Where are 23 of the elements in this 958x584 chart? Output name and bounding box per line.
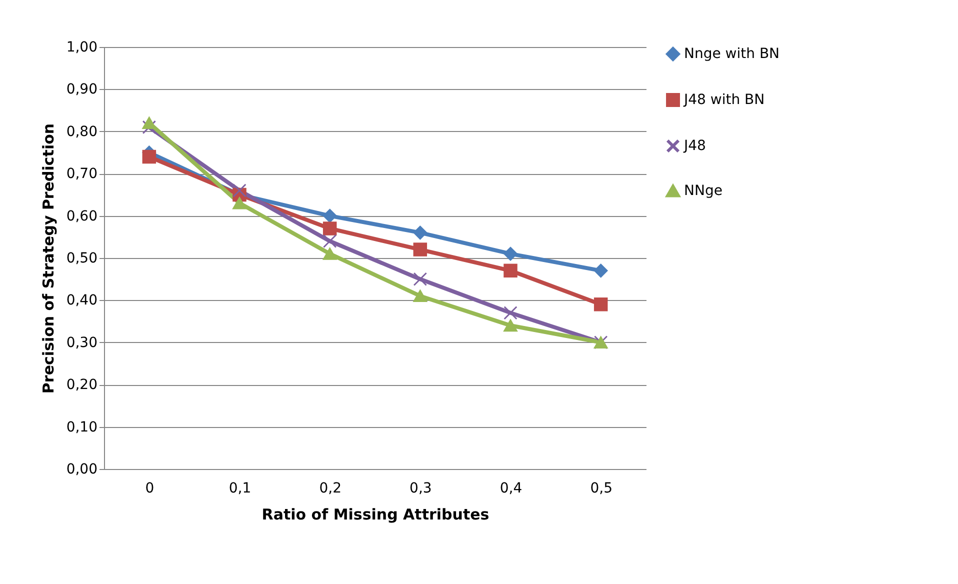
legend-label: Nnge with BN [684,46,780,62]
y-axis-title: Precision of Strategy Prediction [39,123,58,394]
x-tick-label: 0,2 [319,480,342,496]
y-tick-label: 0,20 [66,377,98,394]
y-tick-label: 0,60 [66,208,98,224]
y-tick-label: 1,00 [66,40,98,56]
x-axis-title: Ratio of Missing Attributes [262,506,490,524]
legend-label: NNge [684,183,722,199]
x-tick-label: 0,1 [228,480,252,496]
legend-label: J48 with BN [683,92,765,108]
x-tick-label: 0 [145,480,154,496]
y-tick-label: 0,80 [66,124,98,140]
x-tick-label: 0,3 [410,480,432,496]
y-tick-label: 0,00 [66,462,98,478]
y-tick-label: 0,30 [66,334,98,351]
y-tick-label: 0,70 [66,166,98,182]
y-tick-label: 0,50 [66,250,98,266]
x-tick-label: 0,4 [500,480,522,496]
y-tick-label: 0,90 [66,82,98,98]
x-tick-label: 0,5 [590,480,612,496]
y-tick-label: 0,40 [66,292,98,309]
legend-label: J48 [683,138,706,154]
y-tick-label: 0,10 [66,419,98,436]
